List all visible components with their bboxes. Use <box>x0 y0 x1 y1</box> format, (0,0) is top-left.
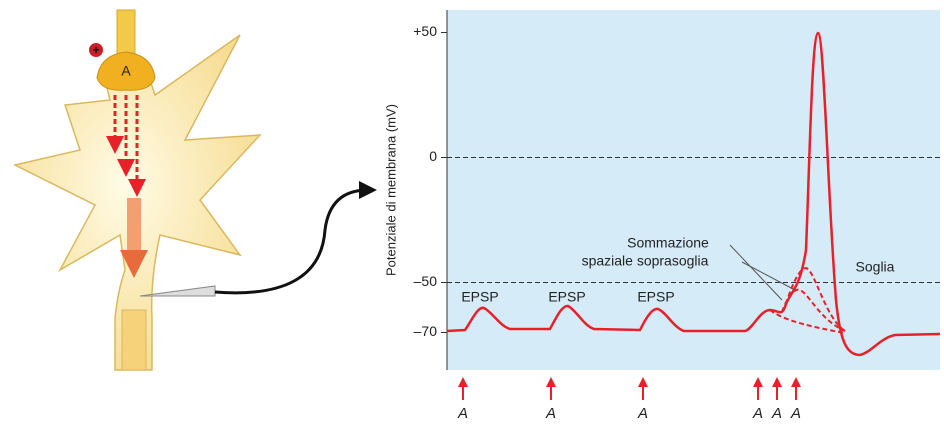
axon <box>116 9 136 56</box>
annotation: EPSP <box>461 289 498 305</box>
callout-line <box>741 261 796 291</box>
stimulus-arrow-head <box>753 377 763 387</box>
stimulus-label: A <box>457 405 468 422</box>
y-tick-label: +50 <box>413 23 437 39</box>
flow-arrow-shaft <box>127 198 141 253</box>
sign-circle <box>89 43 103 57</box>
annotation: EPSP <box>548 289 585 305</box>
stimulus-arrow-head <box>772 377 782 387</box>
summation-trace <box>785 266 846 332</box>
electrode <box>139 285 216 297</box>
stimulus-label: A <box>545 405 556 422</box>
y-tick-label: –70 <box>414 323 438 339</box>
connector-arrow <box>214 181 377 295</box>
annotation: Soglia <box>856 259 895 275</box>
annotation: EPSP <box>637 289 674 305</box>
flow-arrow-head <box>120 250 148 278</box>
terminal <box>96 51 156 91</box>
summation-trace <box>769 309 846 334</box>
stimulus-arrow-head <box>458 377 468 387</box>
stimulus-label: A <box>752 405 763 422</box>
plot-area <box>447 10 940 370</box>
annotation: spaziale soprasoglia <box>582 253 709 269</box>
stimulus-arrow-head <box>638 377 648 387</box>
y-tick-label: 0 <box>429 148 437 164</box>
neuron: A + <box>12 9 377 371</box>
stimulus-arrow-head <box>791 377 801 387</box>
annotation: Sommazione <box>627 235 709 251</box>
trace <box>446 31 941 357</box>
y-axis-label: Potenziale di membrana (mV) <box>383 104 398 276</box>
stimulus-label: A <box>771 405 782 422</box>
stimulus-label: A <box>637 405 648 422</box>
stimulus-label: A <box>790 405 801 422</box>
axon-segment <box>121 309 147 371</box>
sign: + <box>92 43 99 57</box>
stimulus-arrow-head <box>546 377 556 387</box>
terminal-label: A <box>121 63 131 79</box>
y-tick-label: –50 <box>414 273 438 289</box>
chart: +50 0 –50 –70 EPSP EPSP EPSP Sommazione spaziale… <box>413 23 940 422</box>
callout-line <box>729 244 783 301</box>
